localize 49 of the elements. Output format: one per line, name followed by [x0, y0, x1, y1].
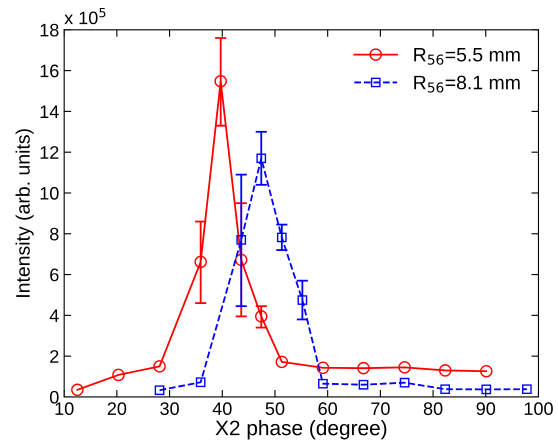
x-tick-label: 20 [108, 402, 126, 416]
point [256, 153, 266, 164]
x-tick-label: 30 [160, 402, 179, 416]
x-tick-label: 70 [371, 402, 390, 416]
point [153, 360, 166, 373]
x-tick-label: 60 [318, 402, 338, 416]
point [255, 310, 268, 323]
point [196, 377, 206, 388]
point [357, 362, 370, 374]
point [522, 384, 532, 394]
x-tick-label: 90 [476, 402, 496, 416]
point [276, 356, 288, 368]
y-tick-label: 8 [50, 228, 59, 240]
point [276, 232, 287, 242]
point [398, 361, 411, 374]
x-tick-label: 80 [424, 402, 442, 416]
point [318, 378, 328, 389]
point [194, 256, 207, 268]
y-tick-label: 0 [50, 390, 59, 404]
point [480, 364, 493, 378]
text: x 10$^{5}$ [64, 8, 106, 24]
legend-label: R$_{56}$=8.1 mm [414, 76, 520, 93]
point [298, 295, 308, 305]
point [112, 368, 125, 382]
point [316, 362, 330, 374]
point [400, 378, 410, 388]
point [236, 235, 246, 245]
x-tick-label: 100 [524, 402, 553, 416]
y-tick-label: 12 [40, 146, 58, 159]
point [440, 384, 450, 394]
x-axis-title: X2 phase (degree) [216, 420, 386, 440]
y-tick-label: 4 [50, 309, 59, 322]
x-tick-label: 50 [266, 402, 284, 416]
point [438, 364, 452, 377]
legend-label: R$_{56}$=5.5 mm [414, 48, 520, 65]
point [234, 254, 248, 266]
y-axis-title: Intensity (arb. units) [16, 129, 34, 297]
point [71, 384, 84, 396]
y-tick-label: 6 [50, 268, 59, 282]
point [358, 380, 368, 390]
point [481, 384, 492, 394]
y-tick-label: 14 [40, 106, 59, 118]
y-tick-label: 10 [40, 186, 59, 200]
x-tick-label: 40 [212, 402, 232, 416]
y-tick-label: 16 [40, 64, 59, 78]
point [154, 385, 164, 396]
y-tick-label: 2 [50, 350, 58, 363]
point [214, 74, 227, 88]
y-tick-label: 18 [40, 24, 59, 37]
